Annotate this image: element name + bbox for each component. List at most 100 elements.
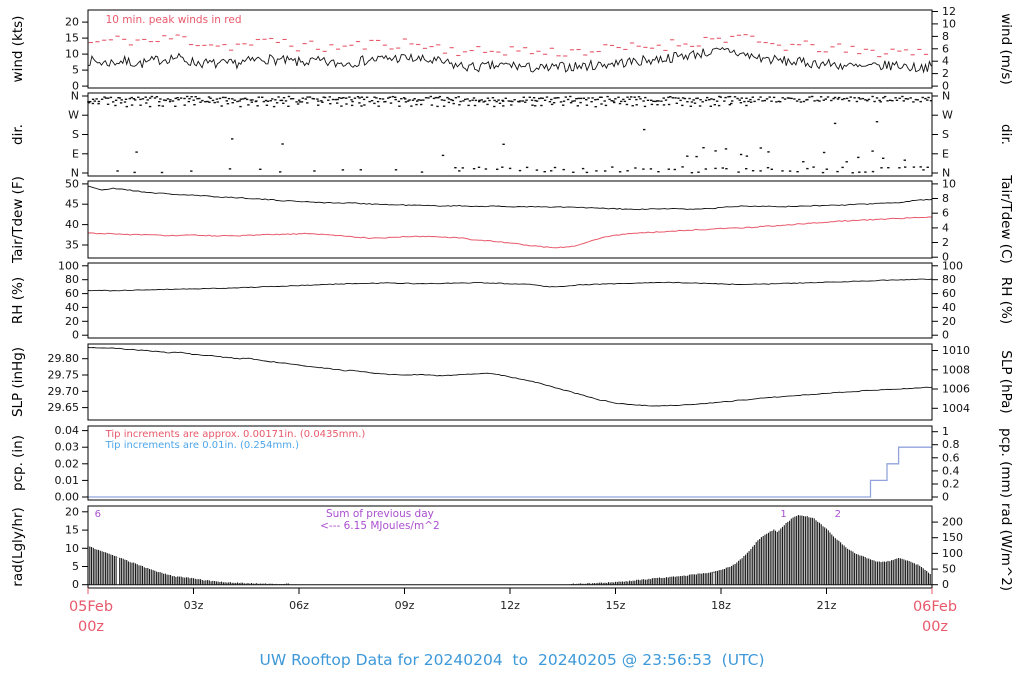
ytick-left-rh: 80 [65,273,79,286]
ytick-left-rad: 0 [72,578,79,591]
annotation-rad-2: 6 [95,509,101,520]
ytick-right-rh: 60 [942,287,956,300]
ytick-left-temperature: 40 [65,218,79,231]
series-rh_percent [87,278,933,292]
end-time-label: 00z [922,619,948,635]
axis-label-right-dir: dir. [998,124,1014,145]
ytick-left-pcp: 0.03 [55,441,80,454]
axis-label-left-rad: rad(Lgly/hr) [10,507,26,586]
ytick-right-rh: 100 [942,259,963,272]
panel-temperature: 35 40 45 50 0 2 46 8 10 Tair/Tdew (F) Tair/Tdew (C… [10,174,1014,264]
ytick-right-rad: 0 [942,578,949,591]
annotation-wind-0: 10 min. peak winds in red [106,14,242,26]
ytick-left-rad: 15 [65,524,79,537]
ytick-right-dir: W [942,109,953,122]
ytick-right-rh: 40 [942,301,956,314]
ytick-left-pcp: 0.04 [55,424,80,437]
ytick-left-rad: 20 [65,505,79,518]
axis-label-left-temperature: Tair/Tdew (F) [10,176,26,264]
ytick-right-temperature: 4 [942,221,949,234]
ytick-left-slp: 29.70 [48,385,80,398]
ytick-left-slp: 29.65 [48,401,80,414]
ytick-right-slp: 1010 [942,344,970,357]
axis-label-left-slp: SLP (inHg) [10,347,26,417]
ytick-left-temperature: 45 [65,198,79,211]
ytick-right-rad: 200 [942,516,963,529]
ytick-left-slp: 29.75 [48,369,80,382]
chart-title: UW Rooftop Data for 20240204 to 20240205… [259,651,764,669]
series-solar_rad_ly_hr [87,515,932,586]
ytick-left-rad: 5 [72,560,79,573]
series-wind_peak_10min_kts [88,34,929,58]
axis-label-left-rh: RH (%) [10,277,26,324]
annotation-pcp-0: Tip increments are approx. 0.00171in. (0… [105,429,366,440]
ytick-left-dir: W [68,109,79,122]
ytick-left-rh: 40 [65,301,79,314]
ytick-right-pcp: 0.8 [942,438,960,451]
xtick-label: 15z [606,599,626,612]
series-wind_avg_kts [87,46,932,74]
ytick-left-pcp: 0.00 [55,491,80,504]
ytick-right-temperature: 2 [942,236,949,249]
ytick-right-pcp: 0 [942,491,949,504]
panel-border-temperature [87,180,933,259]
panel-border-slp [87,343,933,421]
ytick-left-rh: 0 [72,329,79,342]
ytick-left-dir: N [71,90,79,103]
ytick-right-wind: 10 [942,17,956,30]
ytick-right-wind: 4 [942,55,949,68]
ytick-left-wind: 10 [65,48,79,61]
ytick-right-pcp: 1 [942,425,949,438]
axis-label-right-rh: RH (%) [998,277,1014,324]
ytick-right-pcp: 0.4 [942,464,960,477]
ytick-left-dir: N [71,167,79,180]
ytick-right-rad: 50 [942,563,956,576]
ytick-right-temperature: 10 [942,177,956,190]
ytick-right-wind: 0 [942,80,949,93]
ytick-right-temperature: 6 [942,207,949,220]
axis-label-right-pcp: pcp. (mm) [998,428,1014,498]
ytick-left-temperature: 50 [65,177,79,190]
ytick-left-temperature: 35 [65,239,79,252]
annotation-rad-1: <--- 6.15 MJoules/m^2 [320,520,440,532]
ytick-right-wind: 12 [942,5,956,18]
ytick-right-wind: 2 [942,67,949,80]
ytick-left-dir: E [72,147,79,160]
ytick-left-wind: 5 [72,64,79,77]
ytick-left-wind: 20 [65,16,79,29]
panel-border-dir [87,92,933,177]
series-tair_f [87,185,933,211]
start-time-label: 00z [78,619,104,635]
annotation-rad-3: 1 [780,509,786,520]
series-precip_accum_in [88,446,932,498]
ytick-right-temperature: 0 [942,251,949,264]
xtick-label: 03z [184,599,204,612]
start-date-label: 05Feb [69,599,113,615]
ytick-right-pcp: 0.2 [942,478,960,491]
end-date-label: 06Feb [913,599,957,615]
ytick-left-pcp: 0.02 [55,457,80,470]
panel-slp: 29.65 29.70 29.75 29.80 1004 1006 1008 1010 SLP … [10,343,1014,421]
ytick-right-rad: 100 [942,547,963,560]
ytick-left-pcp: 0.01 [55,474,80,487]
ytick-right-rad: 150 [942,531,963,544]
panel-border-pcp [87,425,933,501]
xtick-label: 09z [395,599,415,612]
axis-label-right-slp: SLP (hPa) [998,350,1014,413]
xtick-label: 06z [289,599,309,612]
ytick-right-dir: S [942,128,949,141]
axis-label-right-rad: rad (W/m^2) [998,503,1014,591]
ytick-right-dir: N [942,90,950,103]
x-axis: 03z 06z 09z 12z 15z 18z 21z 05Feb 00z 06Feb 00z [69,588,957,635]
ytick-right-wind: 8 [942,30,949,43]
ytick-right-slp: 1008 [942,363,970,376]
annotation-rad-0: Sum of previous day [326,508,434,520]
axis-label-left-dir: dir. [10,124,26,145]
ytick-right-pcp: 0.6 [942,451,960,464]
ytick-left-rh: 60 [65,287,79,300]
ytick-right-dir: N [942,167,950,180]
axis-label-left-pcp: pcp. (in) [10,435,26,491]
